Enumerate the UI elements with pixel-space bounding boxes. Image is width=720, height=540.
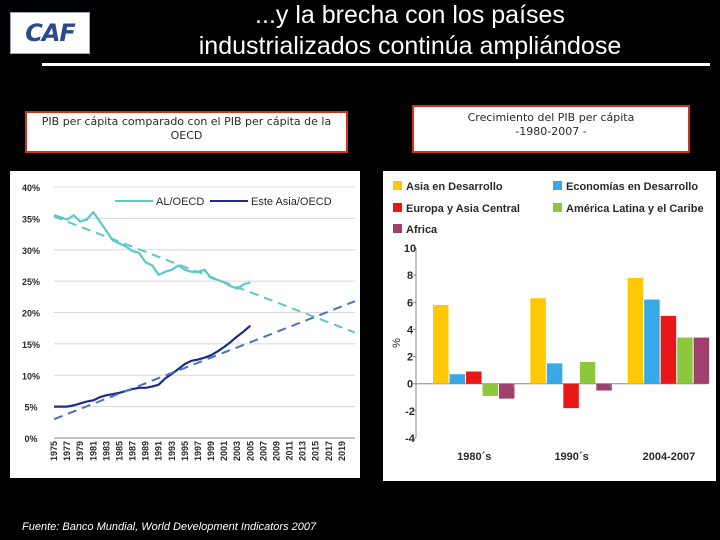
bar: [563, 383, 579, 409]
x-tick-label: 1989: [141, 441, 151, 461]
title-line-1: ...y la brecha con los países: [255, 1, 565, 29]
caf-logo: CAF: [10, 12, 90, 54]
bar: [644, 299, 660, 384]
y-tick-label: 10: [404, 243, 416, 255]
y-tick-label: 30%: [22, 246, 40, 256]
x-tick-label: 2004-2007: [643, 451, 696, 463]
y-axis-label: %: [391, 338, 403, 348]
bar: [482, 383, 498, 396]
bar-chart: Asia en Desarrollo Economías en Desarroll…: [391, 181, 710, 463]
legend-label: Asia en Desarrollo: [406, 181, 503, 193]
legend-swatch: [553, 181, 562, 190]
x-tick-label: 1987: [128, 441, 138, 461]
logo-text: CAF: [25, 19, 76, 47]
x-tick-label: 1991: [154, 441, 164, 461]
y-tick-label: 8: [407, 270, 413, 282]
al-oecd-trend-line: [53, 215, 356, 334]
y-tick-label: 0%: [24, 434, 37, 444]
bar: [499, 383, 515, 399]
x-tick-label: 2015: [311, 441, 321, 461]
al-oecd-line: [53, 210, 251, 290]
bar: [530, 298, 546, 384]
legend-label: Europa y Asia Central: [406, 203, 520, 215]
x-tick-label: 1983: [101, 441, 111, 461]
bar: [660, 315, 677, 384]
bar: [433, 305, 449, 384]
left-chart-caption: PIB per cápita comparado con el PIB per …: [25, 111, 348, 153]
y-tick-label: 40%: [22, 183, 40, 193]
x-tick-label: 1995: [180, 441, 190, 461]
line-chart: 0%5%10%15%20%25%30%35%40%1975 1977 1979 198…: [22, 183, 356, 461]
x-tick-label: 2001: [219, 441, 229, 461]
bar: [677, 337, 693, 384]
x-tick-label: 1993: [167, 441, 177, 461]
left-caption-text: PIB per cápita comparado con el PIB per …: [41, 115, 332, 142]
right-caption-line-2: -1980-2007 -: [515, 125, 587, 138]
este-asia-oecd-line: [54, 324, 252, 408]
x-tick-label: 1990´s: [554, 451, 588, 463]
x-tick-label: 2003: [232, 441, 242, 461]
slide-title: ...y la brecha con los países industrial…: [120, 0, 700, 62]
y-tick-label: -4: [405, 433, 416, 445]
x-tick-label: 2013: [298, 441, 308, 461]
legend-label: Africa: [406, 224, 438, 236]
y-tick-label: 10%: [22, 371, 40, 381]
y-tick-label: 0: [407, 379, 413, 391]
bar: [449, 374, 465, 384]
x-tick-label: 1975: [49, 441, 59, 461]
x-tick-label: 1981: [88, 441, 98, 461]
x-tick-label: 2009: [271, 441, 281, 461]
bar: [693, 337, 710, 384]
x-tick-label: 2007: [258, 441, 268, 461]
x-tick-label: 2017: [324, 441, 334, 461]
right-chart-caption: Crecimiento del PIB per cápita -1980-200…: [412, 105, 690, 153]
y-tick-label: 2: [407, 352, 413, 364]
x-tick-label: 1999: [206, 441, 216, 461]
x-tick-label: 2005: [245, 441, 255, 461]
x-tick-label: 1977: [62, 441, 72, 461]
legend-swatch: [393, 203, 402, 212]
right-caption-line-1: Crecimiento del PIB per cápita: [467, 111, 635, 124]
title-line-2: industrializados continúa ampliándose: [198, 32, 622, 60]
x-tick-label: 1985: [114, 441, 124, 461]
este-asia-trend-line: [53, 300, 356, 421]
source-note: Fuente: Banco Mundial, World Development…: [22, 521, 317, 533]
y-tick-label: -2: [405, 406, 415, 418]
y-tick-label: 5%: [24, 403, 37, 413]
y-tick-label: 4: [407, 324, 414, 336]
bar-chart-panel: Asia en Desarrollo Economías en Desarroll…: [383, 171, 716, 481]
title-underline: [42, 63, 710, 66]
y-tick-label: 6: [407, 297, 413, 309]
line-chart-panel: 0% 5% 10% 15% 20% 25% 30% 35% 40% 1975 1977 1979 198…: [10, 171, 360, 478]
bar: [466, 371, 482, 384]
x-tick-label: 2019: [337, 441, 347, 461]
bar: [579, 362, 596, 384]
x-tick-label: 1997: [193, 441, 203, 461]
y-tick-label: 20%: [22, 309, 40, 319]
legend-swatch: [553, 203, 562, 212]
legend-swatch: [393, 224, 402, 233]
x-tick-label: 1979: [75, 441, 85, 461]
legend-label-al-oecd: AL/OECD: [156, 196, 204, 208]
legend-label: Economías en Desarrollo: [566, 181, 698, 193]
bar: [546, 363, 563, 384]
x-tick-label: 2011: [285, 441, 295, 461]
legend-label: América Latina y el Caribe: [566, 203, 704, 215]
bar: [596, 383, 612, 391]
y-tick-label: 25%: [22, 277, 40, 287]
y-tick-label: 15%: [22, 340, 40, 350]
y-tick-label: 35%: [22, 214, 40, 224]
legend-label-este-asia: Este Asia/OECD: [251, 196, 332, 208]
x-tick-label: 1980´s: [457, 451, 491, 463]
legend-swatch: [393, 181, 402, 190]
bar: [627, 277, 644, 384]
